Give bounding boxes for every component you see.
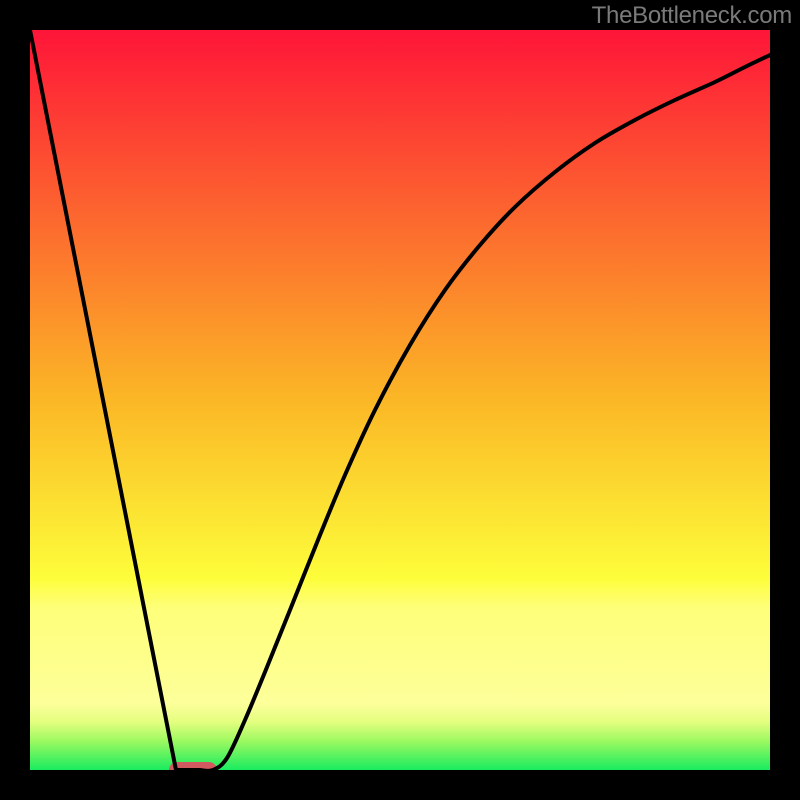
plot-background — [30, 30, 770, 770]
chart-stage: TheBottleneck.com — [0, 0, 800, 800]
watermark-text: TheBottleneck.com — [592, 2, 792, 30]
bottleneck-chart-svg — [0, 0, 800, 800]
